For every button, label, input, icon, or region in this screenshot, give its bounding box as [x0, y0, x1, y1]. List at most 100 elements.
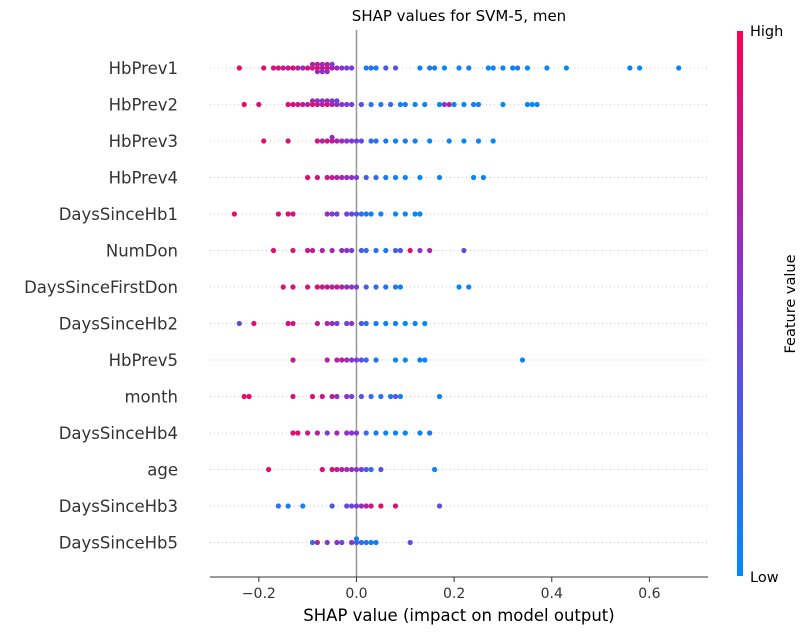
- shap-point-HbPrev2: [441, 101, 447, 108]
- x-tick-label: −0.2: [242, 586, 276, 602]
- shap-point-HbPrev3: [490, 138, 496, 144]
- shap-point-DaysSinceFirstDon: [329, 284, 335, 290]
- shap-point-HbPrev5: [417, 357, 423, 363]
- shap-point-HbPrev1: [563, 65, 570, 71]
- shap-point-DaysSinceHb4: [324, 430, 330, 436]
- shap-point-HbPrev3: [368, 138, 374, 144]
- shap-point-month: [319, 393, 325, 400]
- shap-point-HbPrev3: [446, 138, 452, 144]
- shap-point-DaysSinceHb1: [417, 211, 423, 217]
- shap-point-HbPrev4: [480, 174, 486, 181]
- shap-point-HbPrev2: [285, 101, 291, 108]
- shap-point-DaysSinceHb1: [290, 211, 296, 217]
- feature-label-HbPrev1: HbPrev1: [109, 59, 178, 78]
- shap-point-DaysSinceHb1: [334, 211, 340, 217]
- shap-point-HbPrev1: [524, 65, 531, 71]
- shap-point-NumDon: [309, 247, 316, 254]
- shap-point-DaysSinceHb1: [353, 211, 360, 217]
- shap-point-HbPrev2: [397, 101, 403, 108]
- shap-point-HbPrev5: [353, 357, 360, 363]
- shap-point-HbPrev1: [314, 61, 320, 67]
- shap-point-DaysSinceHb1: [349, 211, 355, 217]
- shap-point-HbPrev3: [319, 138, 325, 144]
- shap-point-month: [368, 393, 374, 400]
- colorbar-high-label: High: [750, 24, 783, 40]
- shap-point-HbPrev2: [295, 101, 301, 108]
- shap-point-HbPrev5: [422, 357, 428, 363]
- shap-point-HbPrev1: [329, 61, 335, 67]
- shap-point-HbPrev4: [417, 174, 423, 181]
- shap-point-HbPrev5: [290, 357, 296, 363]
- shap-point-DaysSinceHb2: [412, 320, 418, 327]
- shap-point-DaysSinceHb2: [251, 320, 257, 327]
- shap-point-NumDon: [329, 247, 335, 254]
- shap-point-HbPrev2: [339, 101, 345, 108]
- shap-point-DaysSinceHb5: [353, 536, 360, 542]
- feature-label-DaysSinceHb4: DaysSinceHb4: [59, 424, 178, 443]
- shap-point-DaysSinceHb4: [295, 430, 301, 436]
- shap-point-month: [344, 393, 350, 400]
- shap-point-HbPrev1: [627, 65, 633, 71]
- shap-point-HbPrev2: [436, 101, 443, 108]
- shap-point-HbPrev3: [353, 138, 360, 144]
- colorbar-title: Feature value: [783, 254, 799, 353]
- shap-point-DaysSinceHb2: [290, 320, 296, 327]
- shap-point-DaysSinceHb4: [392, 430, 399, 436]
- feature-label-NumDon: NumDon: [106, 242, 178, 261]
- shap-point-age: [349, 466, 355, 473]
- shap-point-HbPrev2: [309, 98, 316, 104]
- shap-point-NumDon: [344, 247, 350, 254]
- shap-point-HbPrev3: [329, 138, 335, 144]
- shap-point-DaysSinceHb4: [290, 430, 296, 436]
- shap-point-DaysSinceHb3: [392, 503, 399, 509]
- shap-point-DaysSinceHb5: [407, 539, 413, 546]
- shap-point-HbPrev3: [427, 138, 433, 144]
- shap-point-HbPrev3: [461, 138, 467, 144]
- shap-point-DaysSinceFirstDon: [290, 284, 296, 290]
- shap-point-HbPrev3: [339, 138, 345, 144]
- x-tick-label: 0.0: [345, 586, 367, 602]
- feature-label-DaysSinceHb2: DaysSinceHb2: [59, 315, 178, 334]
- shap-point-DaysSinceHb5: [358, 539, 364, 546]
- shap-point-DaysSinceHb4: [344, 430, 350, 436]
- shap-point-HbPrev4: [334, 174, 340, 181]
- shap-point-HbPrev1: [349, 65, 355, 71]
- shap-point-NumDon: [358, 247, 364, 254]
- shap-point-DaysSinceFirstDon: [383, 284, 389, 290]
- shap-point-HbPrev4: [373, 174, 379, 181]
- shap-point-HbPrev3: [402, 138, 408, 144]
- shap-point-HbPrev4: [363, 174, 369, 181]
- shap-point-HbPrev1: [280, 65, 286, 71]
- shap-point-DaysSinceHb1: [285, 211, 291, 217]
- shap-point-HbPrev4: [471, 174, 477, 181]
- shap-point-NumDon: [290, 247, 296, 254]
- colorbar: [737, 31, 743, 576]
- shap-point-DaysSinceHb4: [417, 430, 423, 436]
- shap-point-HbPrev2: [324, 98, 330, 104]
- shap-point-HbPrev1: [383, 65, 389, 71]
- shap-point-HbPrev1: [324, 61, 330, 67]
- shap-point-HbPrev1: [305, 65, 311, 71]
- shap-point-HbPrev1: [309, 61, 316, 67]
- shap-point-HbPrev3: [475, 138, 482, 144]
- shap-point-month: [358, 393, 364, 400]
- shap-point-HbPrev1: [324, 65, 330, 71]
- shap-point-DaysSinceFirstDon: [363, 284, 369, 290]
- shap-point-month: [334, 393, 340, 400]
- shap-point-DaysSinceFirstDon: [344, 284, 350, 290]
- shap-point-HbPrev1: [300, 65, 306, 71]
- shap-point-HbPrev1: [676, 65, 682, 71]
- shap-point-DaysSinceHb2: [392, 320, 399, 327]
- shap-point-DaysSinceFirstDon: [280, 284, 286, 290]
- shap-point-HbPrev2: [412, 101, 418, 108]
- shap-point-DaysSinceHb3: [358, 503, 364, 509]
- shap-point-DaysSinceHb5: [363, 539, 369, 546]
- shap-point-age: [432, 466, 438, 473]
- shap-point-HbPrev2: [305, 101, 311, 108]
- shap-point-HbPrev2: [300, 101, 306, 108]
- shap-point-DaysSinceHb1: [412, 211, 418, 217]
- shap-point-HbPrev1: [295, 65, 301, 71]
- shap-point-HbPrev2: [358, 101, 364, 108]
- shap-point-DaysSinceHb2: [314, 320, 320, 327]
